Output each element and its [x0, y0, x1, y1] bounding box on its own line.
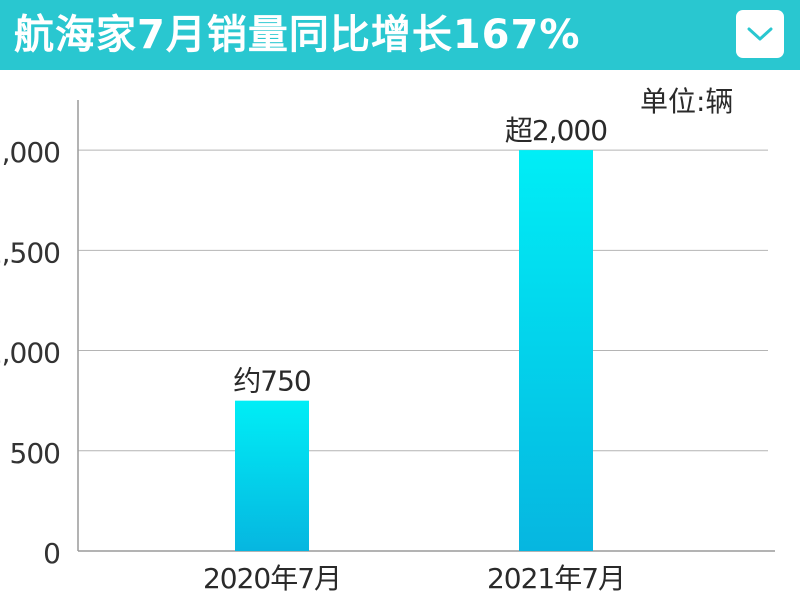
- unit-label: 单位:辆: [640, 85, 734, 118]
- y-tick-label: 1,000: [0, 337, 60, 370]
- data-label: 约750: [233, 365, 310, 398]
- dropdown-button[interactable]: [736, 10, 784, 58]
- x-tick-label: 2021年7月: [487, 562, 625, 595]
- header-bar: 航海家7月销量同比增长167%: [0, 0, 800, 70]
- y-tick-label: 0: [43, 537, 60, 570]
- data-label: 超2,000: [505, 114, 607, 147]
- x-tick-label: 2020年7月: [203, 562, 341, 595]
- y-tick-label: 500: [10, 437, 60, 470]
- page-title: 航海家7月销量同比增长167%: [14, 12, 581, 58]
- y-tick-label: 1,500: [0, 236, 60, 269]
- chevron-down-icon: [747, 27, 773, 41]
- y-tick-label: 2,000: [0, 136, 60, 169]
- bar: [235, 400, 309, 551]
- bar: [519, 150, 593, 551]
